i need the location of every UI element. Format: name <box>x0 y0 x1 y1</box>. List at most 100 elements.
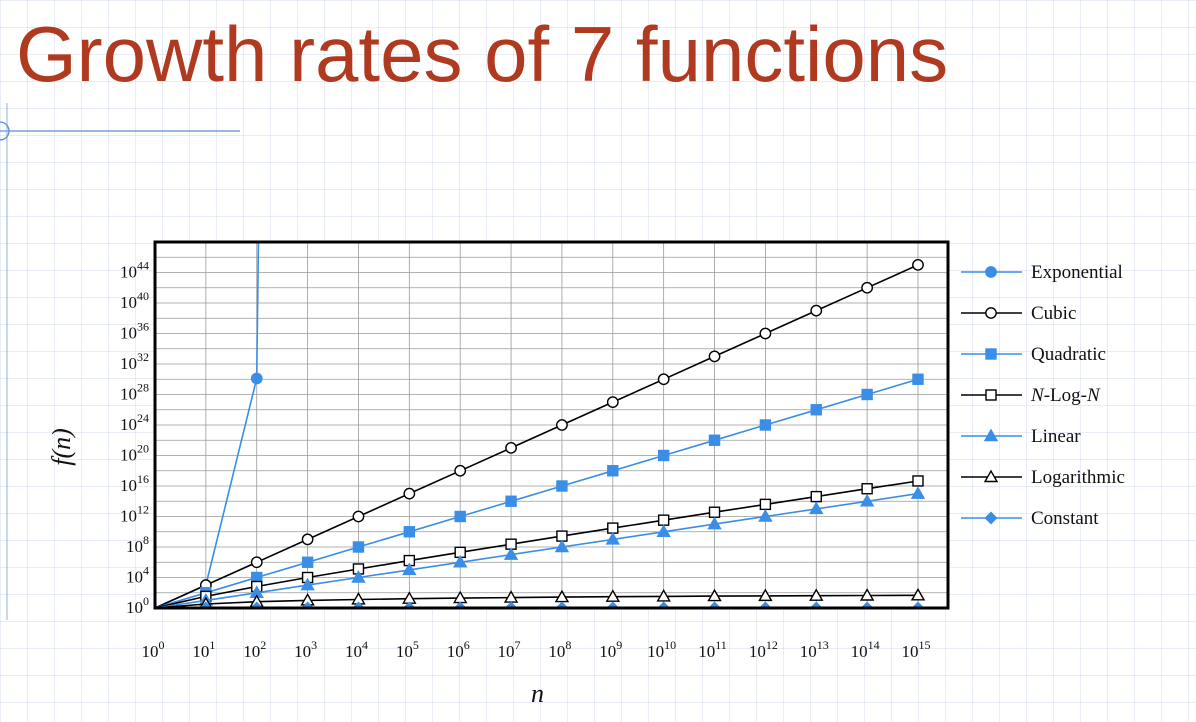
legend-marker <box>985 348 997 360</box>
y-axis-label: f(n) <box>47 428 76 466</box>
legend-item: Cubic <box>961 303 1076 324</box>
y-tick-label: 1016 <box>120 472 149 495</box>
x-tick-label: 105 <box>396 638 419 661</box>
legend-marker <box>984 511 998 525</box>
data-point <box>505 495 517 507</box>
x-tick-label: 1010 <box>647 638 676 661</box>
data-point <box>402 562 417 576</box>
data-point <box>759 498 772 511</box>
y-tick-label: 1044 <box>120 259 149 282</box>
data-point <box>859 493 875 507</box>
data-point <box>809 588 824 601</box>
data-point <box>861 483 873 495</box>
x-tick-label: 106 <box>447 638 470 661</box>
data-point <box>758 509 773 522</box>
y-tick-label: 1040 <box>120 289 149 312</box>
bullet-ornament-icon <box>0 121 10 141</box>
legend-marker <box>985 307 997 319</box>
data-point <box>351 570 366 583</box>
data-point <box>606 396 619 409</box>
data-point <box>912 258 924 271</box>
y-tick-label: 104 <box>126 564 149 587</box>
y-tick-label: 1020 <box>120 442 149 465</box>
y-tick-label: 1024 <box>120 411 149 434</box>
data-point <box>759 327 772 340</box>
series-line <box>155 264 919 608</box>
y-tick-label: 1032 <box>120 350 149 373</box>
data-point <box>707 516 722 530</box>
data-point <box>910 587 926 601</box>
y-tick-label: 108 <box>126 533 149 556</box>
plot-frame <box>153 240 950 610</box>
legend-item: Linear <box>961 426 1081 447</box>
y-tick-label: 1028 <box>120 381 149 404</box>
legend-label: Exponential <box>1031 262 1123 283</box>
series-line <box>155 594 919 608</box>
legend-item: Quadratic <box>961 344 1106 365</box>
data-point <box>554 539 570 553</box>
data-point <box>708 350 721 363</box>
x-tick-label: 107 <box>498 638 521 661</box>
legend-label: Constant <box>1031 508 1099 529</box>
data-point <box>556 419 568 431</box>
data-point <box>859 588 875 601</box>
x-tick-label: 1011 <box>698 638 727 661</box>
data-point <box>810 404 822 416</box>
data-point <box>250 556 263 569</box>
data-point <box>912 475 924 487</box>
x-tick-label: 101 <box>192 638 215 661</box>
series-line <box>155 378 919 608</box>
x-tick-label: 103 <box>294 638 317 661</box>
data-point <box>657 373 670 386</box>
data-point <box>301 533 314 546</box>
data-point <box>403 487 416 500</box>
data-point <box>810 304 823 317</box>
data-point <box>657 514 670 526</box>
legend-label: Linear <box>1031 426 1081 447</box>
legend-label: Logarithmic <box>1031 467 1125 488</box>
data-point <box>452 554 468 568</box>
data-point <box>454 464 467 477</box>
data-point <box>250 372 263 385</box>
legend-item: Constant <box>961 508 1099 529</box>
data-point <box>656 588 671 602</box>
data-point <box>352 541 365 553</box>
data-point <box>708 506 721 518</box>
legend-label: N-Log-N <box>1030 385 1101 406</box>
data-point <box>454 510 466 523</box>
data-point <box>505 441 517 454</box>
x-tick-label: 109 <box>599 638 622 661</box>
y-tick-label: 1036 <box>120 320 149 343</box>
data-point <box>707 588 722 602</box>
y-tick-label: 1012 <box>120 503 149 526</box>
data-point <box>759 419 772 431</box>
legend-marker <box>983 428 999 442</box>
data-point <box>758 588 773 602</box>
legend-item: N-Log-N <box>961 385 1101 406</box>
x-tick-label: 1014 <box>851 638 880 661</box>
series-line <box>155 480 919 608</box>
data-point <box>809 501 824 515</box>
x-tick-label: 102 <box>243 638 266 661</box>
legend-item: Exponential <box>961 262 1123 283</box>
x-tick-label: 108 <box>548 638 571 661</box>
x-tick-label: 104 <box>345 638 368 661</box>
data-point <box>556 480 568 492</box>
series-cubic <box>155 258 924 608</box>
data-point <box>503 547 519 560</box>
data-point <box>607 465 619 477</box>
data-point <box>300 577 315 591</box>
x-tick-label: 1015 <box>901 638 930 661</box>
x-tick-label: 1012 <box>749 638 778 661</box>
data-point <box>861 281 874 294</box>
legend-marker <box>985 266 997 278</box>
data-point <box>708 434 721 446</box>
data-point <box>810 490 822 503</box>
data-point <box>656 524 671 537</box>
slide-title: Growth rates of 7 functions <box>16 10 949 98</box>
y-tick-label: 100 <box>126 594 149 617</box>
data-point <box>352 510 365 523</box>
data-point <box>605 589 620 602</box>
